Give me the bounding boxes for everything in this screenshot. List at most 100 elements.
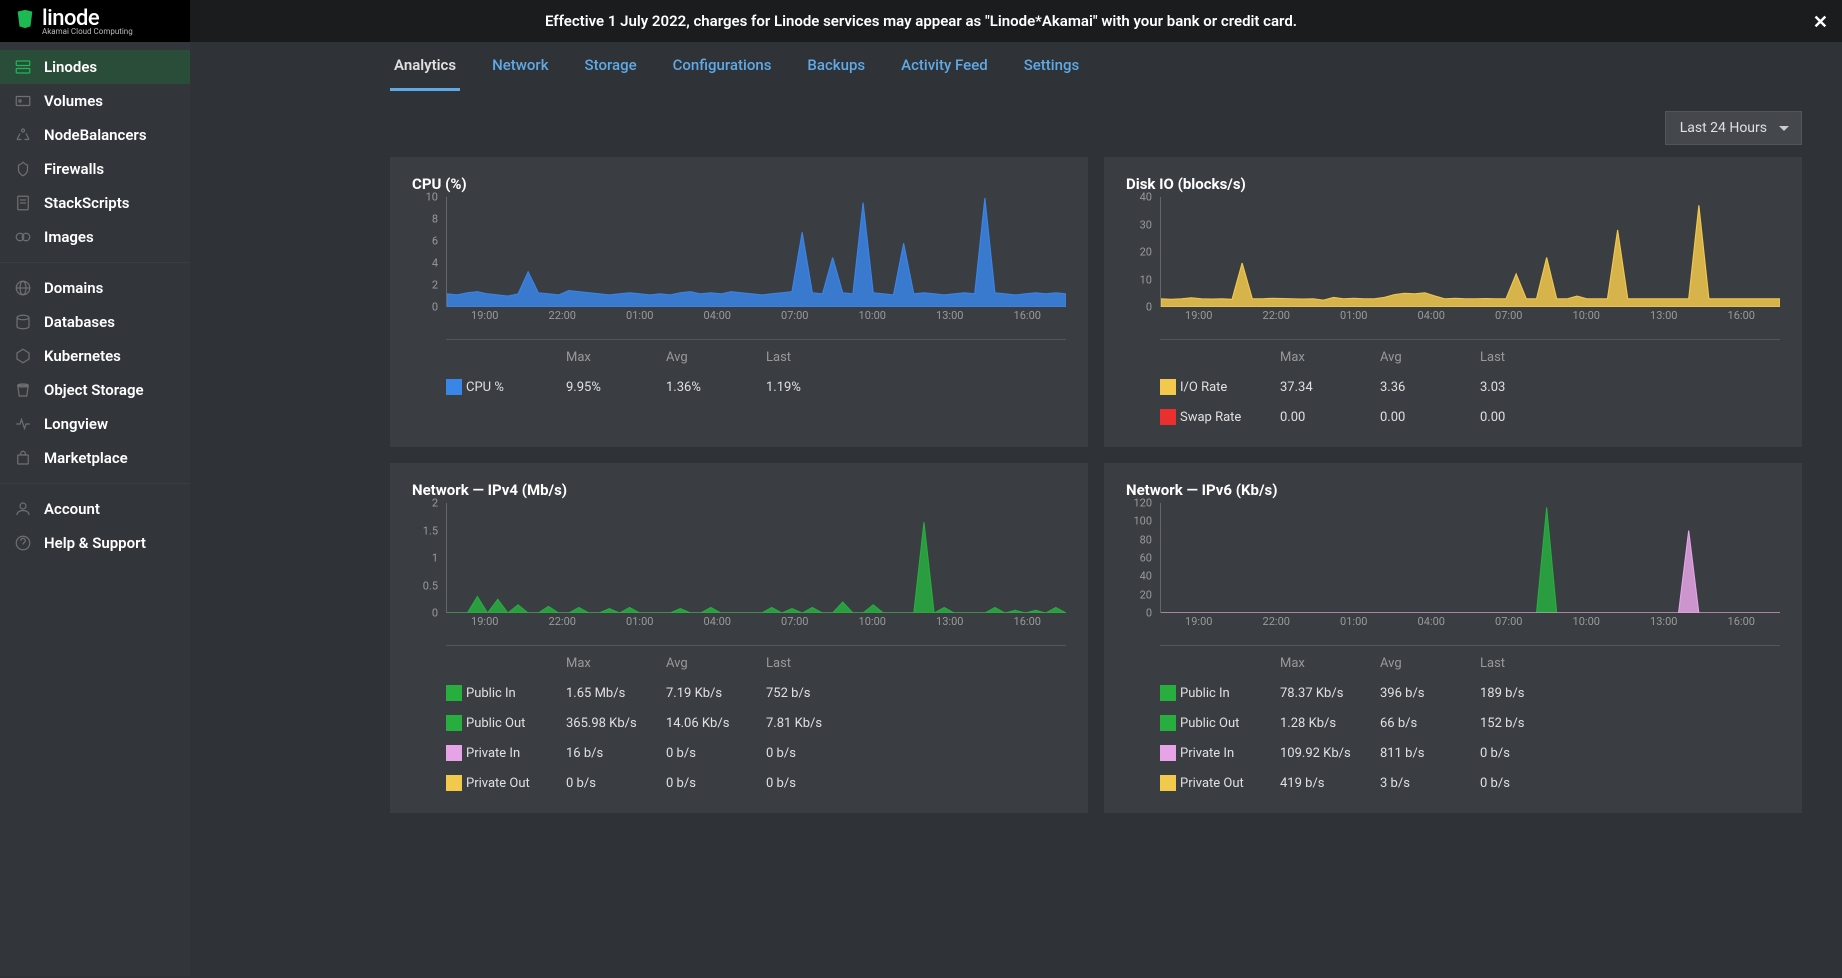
sidebar-item-marketplace[interactable]: Marketplace: [0, 441, 190, 475]
tab-backups[interactable]: Backups: [803, 42, 869, 91]
x-tick: 04:00: [704, 615, 731, 628]
y-tick: 20: [1140, 246, 1152, 259]
y-tick: 80: [1140, 533, 1152, 546]
y-tick: 10: [1140, 273, 1152, 286]
tab-analytics[interactable]: Analytics: [390, 42, 460, 91]
legend-swatch: [1160, 685, 1176, 701]
close-icon[interactable]: ✕: [1813, 12, 1828, 33]
y-tick: 0.5: [423, 579, 438, 592]
stat-avg: 3.36: [1380, 380, 1480, 395]
y-tick: 0: [432, 301, 438, 314]
chart-plot: [1160, 197, 1780, 307]
sidebar-item-stackscripts[interactable]: StackScripts: [0, 186, 190, 220]
k8s-icon: [14, 347, 32, 365]
legend-label: Private In: [466, 746, 566, 761]
tab-settings[interactable]: Settings: [1020, 42, 1084, 91]
sidebar-item-linodes[interactable]: Linodes: [0, 50, 190, 84]
col-last: Last: [1480, 350, 1580, 365]
sidebar-item-nodebalancers[interactable]: NodeBalancers: [0, 118, 190, 152]
sidebar-item-account[interactable]: Account: [0, 492, 190, 526]
stat-max: 16 b/s: [566, 746, 666, 761]
y-tick: 2: [432, 497, 438, 510]
panel-disk: Disk IO (blocks/s) 010203040 19:0022:000…: [1104, 157, 1802, 447]
legend-label: Private Out: [1180, 776, 1280, 791]
stat-last: 152 b/s: [1480, 716, 1580, 731]
x-tick: 19:00: [1185, 309, 1212, 322]
x-tick: 10:00: [1573, 309, 1600, 322]
brand-subtitle: Akamai Cloud Computing: [42, 27, 176, 36]
x-tick: 22:00: [549, 615, 576, 628]
legend-label: Public In: [466, 686, 566, 701]
y-tick: 1: [432, 552, 438, 565]
stat-last: 0.00: [1480, 410, 1580, 425]
sidebar-item-label: Help & Support: [44, 534, 146, 552]
stat-avg: 0 b/s: [666, 776, 766, 791]
sidebar-item-help-support[interactable]: Help & Support: [0, 526, 190, 560]
sidebar-item-label: Images: [44, 228, 94, 246]
sidebar-item-label: Object Storage: [44, 381, 144, 399]
legend-label: Public Out: [1180, 716, 1280, 731]
legend-label: Public In: [1180, 686, 1280, 701]
col-last: Last: [766, 656, 866, 671]
stat-avg: 66 b/s: [1380, 716, 1480, 731]
col-avg: Avg: [1380, 350, 1480, 365]
y-tick: 100: [1133, 515, 1152, 528]
sidebar-item-firewalls[interactable]: Firewalls: [0, 152, 190, 186]
y-tick: 40: [1140, 570, 1152, 583]
sidebar-item-databases[interactable]: Databases: [0, 305, 190, 339]
stat-max: 109.92 Kb/s: [1280, 746, 1380, 761]
tab-storage[interactable]: Storage: [581, 42, 641, 91]
sidebar-item-images[interactable]: Images: [0, 220, 190, 254]
legend-swatch: [446, 775, 462, 791]
db-icon: [14, 313, 32, 331]
x-tick: 07:00: [1495, 309, 1522, 322]
sidebar-item-label: Firewalls: [44, 160, 104, 178]
tab-network[interactable]: Network: [488, 42, 552, 91]
x-tick: 04:00: [1418, 309, 1445, 322]
col-max: Max: [566, 656, 666, 671]
stat-avg: 14.06 Kb/s: [666, 716, 766, 731]
bucket-icon: [14, 381, 32, 399]
legend-label: Swap Rate: [1180, 410, 1280, 425]
sidebar-item-kubernetes[interactable]: Kubernetes: [0, 339, 190, 373]
legend-swatch: [446, 715, 462, 731]
panel-title: Disk IO (blocks/s): [1126, 175, 1780, 193]
x-tick: 13:00: [1650, 309, 1677, 322]
x-tick: 13:00: [936, 615, 963, 628]
sidebar-item-label: Marketplace: [44, 449, 128, 467]
stat-max: 0 b/s: [566, 776, 666, 791]
col-last: Last: [1480, 656, 1580, 671]
x-tick: 16:00: [1728, 615, 1755, 628]
x-tick: 19:00: [1185, 615, 1212, 628]
x-tick: 01:00: [626, 309, 653, 322]
x-tick: 07:00: [781, 309, 808, 322]
sidebar-item-label: Databases: [44, 313, 115, 331]
legend-label: Public Out: [466, 716, 566, 731]
x-tick: 16:00: [1014, 615, 1041, 628]
tab-configurations[interactable]: Configurations: [669, 42, 776, 91]
x-tick: 01:00: [1340, 615, 1367, 628]
x-tick: 10:00: [859, 615, 886, 628]
sidebar-item-object-storage[interactable]: Object Storage: [0, 373, 190, 407]
legend-swatch: [446, 685, 462, 701]
tab-activity-feed[interactable]: Activity Feed: [897, 42, 992, 91]
y-tick: 0: [1146, 301, 1152, 314]
x-tick: 07:00: [781, 615, 808, 628]
y-tick: 0: [432, 607, 438, 620]
sidebar-item-volumes[interactable]: Volumes: [0, 84, 190, 118]
col-avg: Avg: [666, 656, 766, 671]
sidebar-item-domains[interactable]: Domains: [0, 271, 190, 305]
script-icon: [14, 194, 32, 212]
sidebar-item-longview[interactable]: Longview: [0, 407, 190, 441]
stat-max: 1.65 Mb/s: [566, 686, 666, 701]
timerange-dropdown[interactable]: Last 24 Hours: [1665, 111, 1802, 145]
hdd-icon: [14, 92, 32, 110]
x-tick: 16:00: [1728, 309, 1755, 322]
legend-label: Private In: [1180, 746, 1280, 761]
sidebar-item-label: Longview: [44, 415, 108, 433]
pulse-icon: [14, 415, 32, 433]
stat-last: 0 b/s: [766, 776, 866, 791]
logo[interactable]: linode Akamai Cloud Computing: [0, 0, 190, 42]
legend-swatch: [1160, 379, 1176, 395]
stat-avg: 3 b/s: [1380, 776, 1480, 791]
